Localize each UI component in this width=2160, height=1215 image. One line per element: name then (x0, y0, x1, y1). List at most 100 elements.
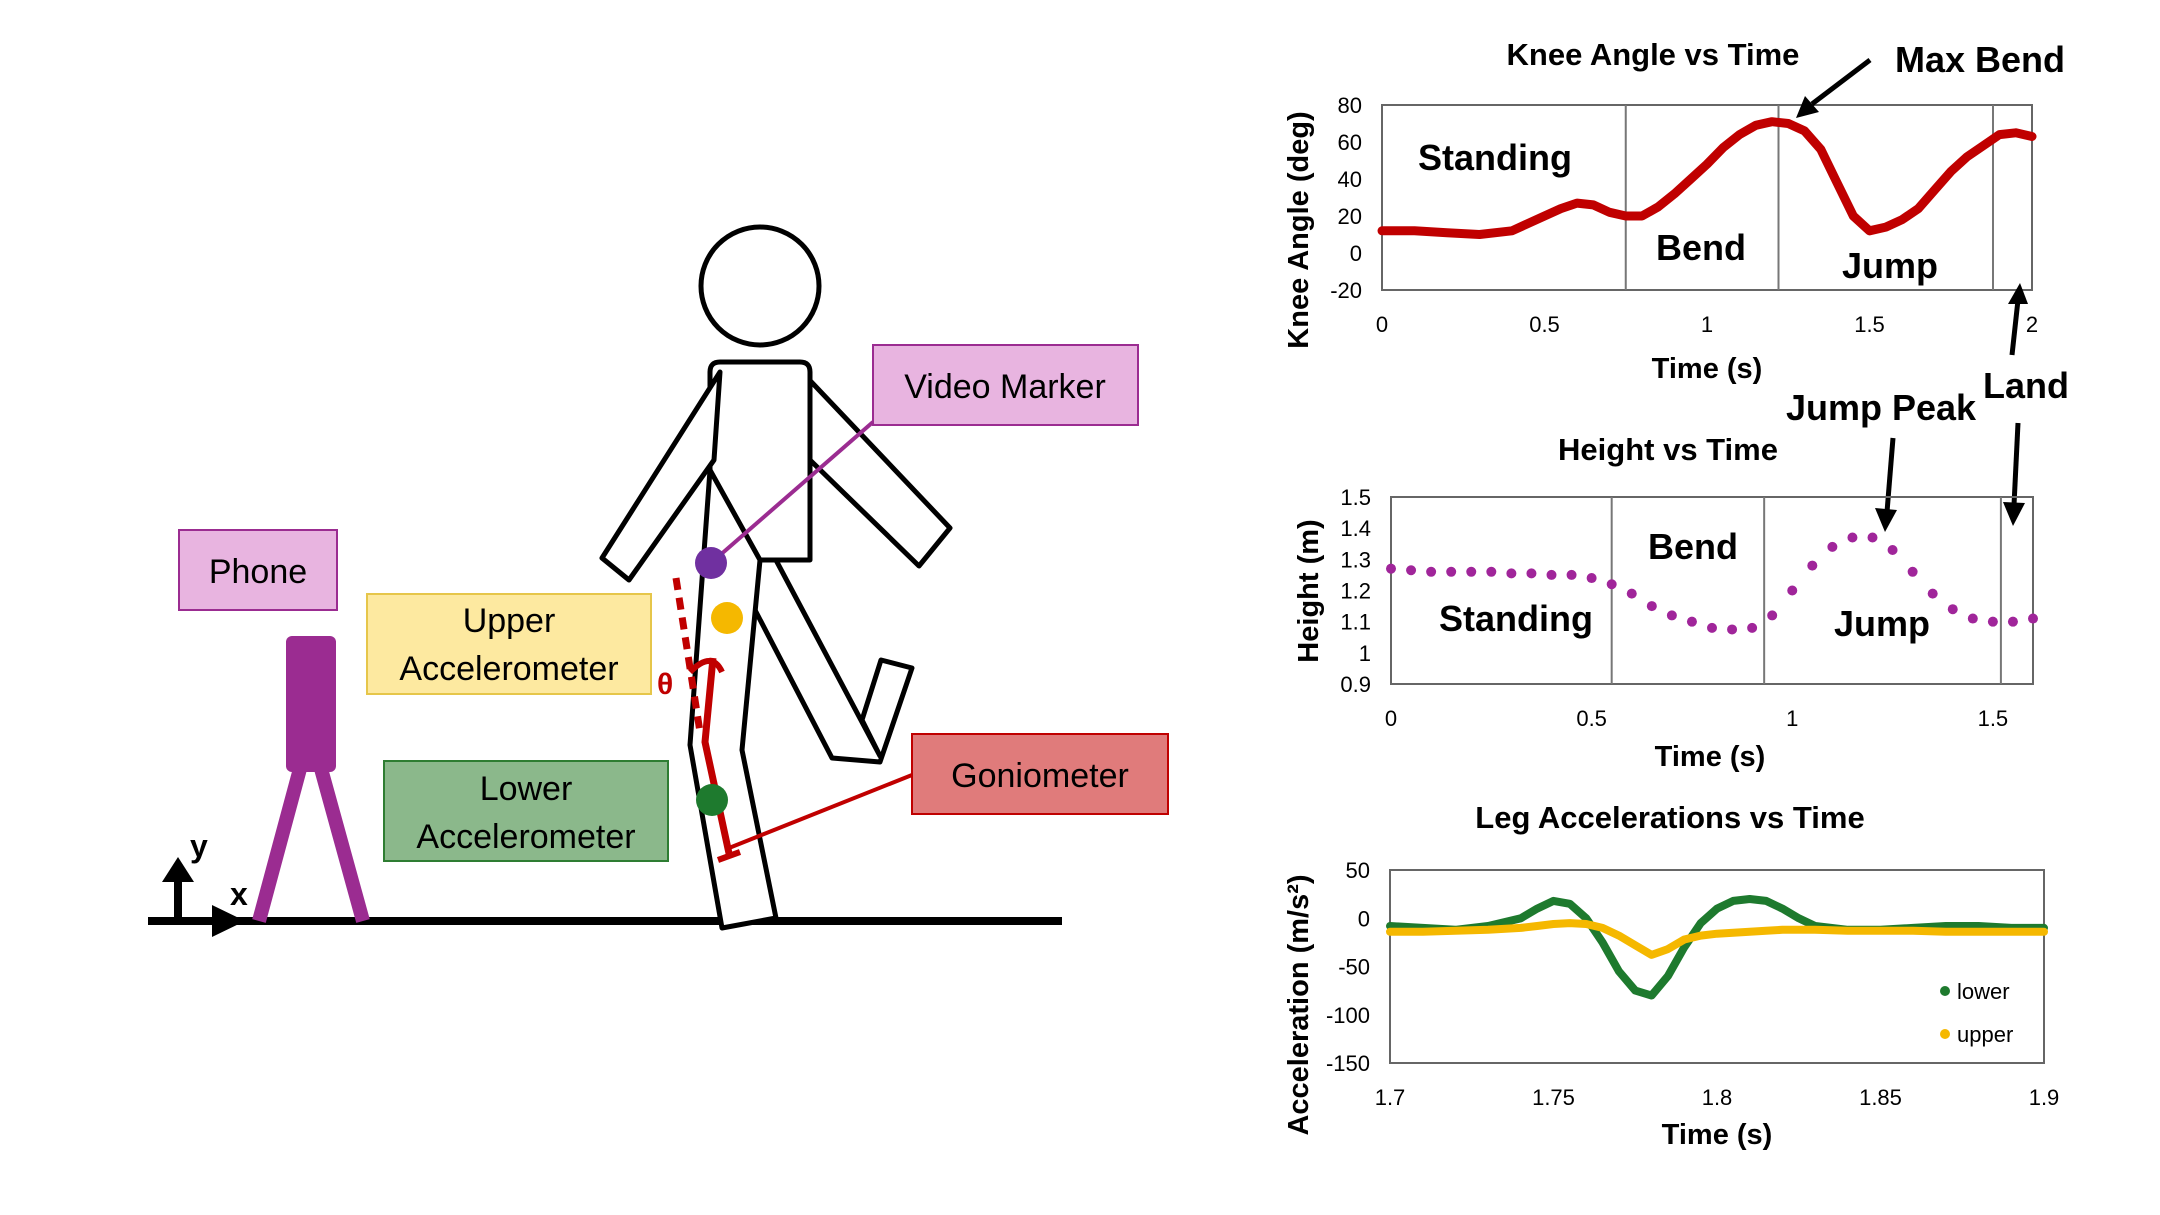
knee-xtick: 0.5 (1529, 312, 1560, 337)
accel-ytick: -50 (1338, 955, 1370, 980)
height-point (1666, 610, 1677, 621)
height-point (1987, 616, 1998, 627)
height-ytick: 1.2 (1340, 579, 1371, 604)
height-phase-standing: Standing (1439, 598, 1593, 639)
height-point (2028, 613, 2038, 624)
knee-ylabel: Knee Angle (deg) (1283, 111, 1315, 348)
height-point (1967, 613, 1978, 624)
height-point (1827, 541, 1838, 552)
knee-xtick: 2 (2026, 312, 2038, 337)
accel-ytick: -150 (1326, 1051, 1370, 1076)
axis-x-label: x (230, 876, 248, 912)
height-point (1426, 566, 1437, 577)
video-marker-label: Video Marker (904, 368, 1106, 406)
accel-plot-area (1389, 869, 2045, 1064)
knee-ytick: -20 (1330, 278, 1362, 303)
legend-upper-swatch (1940, 1029, 1950, 1039)
phone-label: Phone (209, 553, 307, 591)
height-point (1927, 588, 1938, 599)
knee-plot-area (1381, 104, 2033, 291)
height-xtick: 1 (1786, 706, 1798, 731)
accel-chart-title: Leg Accelerations vs Time (1475, 800, 1864, 835)
upper-accelerometer-box (366, 593, 652, 695)
knee-xtick: 1.5 (1854, 312, 1885, 337)
axis-icon: y x (162, 828, 248, 937)
height-plot-area (1390, 496, 2034, 685)
land-annotation: Land (1983, 365, 2069, 406)
accel-legend: lower upper (1940, 979, 2013, 1047)
height-phase-bend: Bend (1648, 526, 1738, 567)
goniometer-box (911, 733, 1169, 815)
lower-accelerometer-dot (696, 784, 728, 816)
phone-tripod (252, 636, 370, 923)
axis-y-label: y (190, 828, 208, 864)
legend-lower-swatch (1940, 986, 1950, 996)
accel-ytick: 0 (1358, 906, 1370, 931)
video-marker-leader (709, 420, 875, 565)
height-point (1526, 568, 1537, 579)
accel-xtick: 1.75 (1532, 1085, 1575, 1110)
height-ytick: 1 (1359, 641, 1371, 666)
height-point (1506, 568, 1517, 579)
phone-icon (286, 636, 336, 772)
goniometer-label: Goniometer (951, 757, 1129, 795)
height-ytick: 1.1 (1340, 610, 1371, 635)
knee-angle-chart: Knee Angle vs Time Standing Bend Jump 0 0… (1283, 37, 2069, 406)
height-point (1566, 569, 1577, 580)
height-point (1947, 604, 1958, 615)
height-point (1486, 566, 1497, 577)
height-point (1887, 544, 1898, 555)
acceleration-chart: Leg Accelerations vs Time 1.7 1.75 1.8 1.85… (1283, 800, 2059, 1151)
height-point (1807, 560, 1818, 571)
height-ylabel: Height (m) (1293, 519, 1325, 662)
height-point (1606, 579, 1617, 590)
height-point (1727, 624, 1738, 635)
height-phase-jump: Jump (1834, 603, 1930, 644)
height-point (1546, 569, 1557, 580)
knee-ytick: 20 (1338, 204, 1362, 229)
lower-accelerometer-box (383, 760, 669, 862)
upper-accelerometer-label-2: Accelerometer (399, 650, 618, 688)
height-xtick: 0 (1385, 706, 1397, 731)
height-point (1707, 622, 1717, 633)
height-point (1787, 585, 1798, 596)
theta-label: θ (657, 668, 673, 701)
height-xtick: 0.5 (1576, 706, 1607, 731)
video-marker-box (872, 344, 1139, 426)
height-point (1406, 565, 1417, 576)
upper-accelerometer-label-1: Upper (463, 602, 556, 640)
height-point (1626, 588, 1637, 599)
height-point (1867, 532, 1878, 543)
knee-phase-jump: Jump (1842, 245, 1938, 286)
upper-acceleration-series (1386, 919, 2048, 959)
height-point (1446, 566, 1457, 577)
lower-acceleration-series (1386, 895, 2048, 1000)
max-bend-annotation: Max Bend (1895, 39, 2065, 80)
knee-ytick: 0 (1350, 241, 1362, 266)
accel-ylabel: Acceleration (m/s²) (1283, 874, 1315, 1135)
height-chart: Height vs Time Jump Peak Standing Bend J… (1293, 387, 2038, 773)
knee-ytick: 40 (1338, 167, 1362, 192)
height-point (1586, 573, 1597, 584)
knee-ytick: 60 (1338, 130, 1362, 155)
knee-chart-title: Knee Angle vs Time (1507, 37, 1800, 72)
knee-angle-series (1377, 117, 2037, 239)
head (698, 224, 822, 348)
video-marker-dot (695, 547, 727, 579)
accel-xtick: 1.9 (2029, 1085, 2060, 1110)
upper-accelerometer-dot (711, 602, 743, 634)
knee-ytick: 80 (1338, 93, 1362, 118)
knee-phase-standing: Standing (1418, 137, 1572, 178)
accel-xtick: 1.85 (1859, 1085, 1902, 1110)
lower-accelerometer-label-2: Accelerometer (416, 818, 635, 856)
knee-xtick: 1 (1701, 312, 1713, 337)
accel-xlabel: Time (s) (1662, 1119, 1773, 1151)
height-ytick: 1.4 (1340, 516, 1371, 541)
knee-xlabel: Time (s) (1652, 353, 1763, 385)
height-ytick: 1.3 (1340, 547, 1371, 572)
legend-upper-label: upper (1957, 1022, 2013, 1047)
height-point (1847, 532, 1858, 543)
height-xlabel: Time (s) (1655, 741, 1766, 773)
height-point (1646, 601, 1657, 612)
